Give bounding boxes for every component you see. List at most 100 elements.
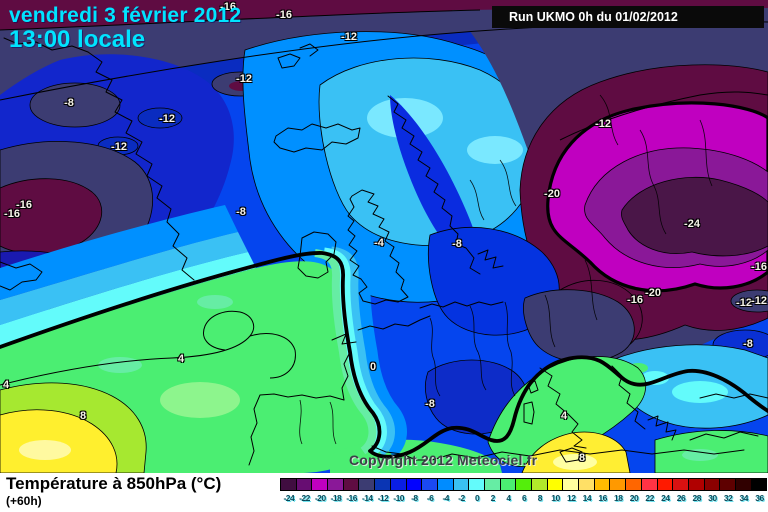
scale-column: 26 xyxy=(672,478,689,503)
scale-column: 14 xyxy=(578,478,595,503)
scale-color-swatch xyxy=(625,478,642,491)
greenland-north-coast xyxy=(3,37,89,53)
isotherm-label: -4 xyxy=(374,237,384,249)
north-continental-coast xyxy=(419,301,504,309)
footer-bar: Température à 850hPa (°C) (+60h) -24 -22… xyxy=(0,473,768,512)
scale-column: -12 xyxy=(374,478,391,503)
isotherm-label: -16 xyxy=(16,199,32,211)
scale-color-swatch xyxy=(672,478,689,491)
scale-color-swatch xyxy=(734,478,752,491)
scale-column: 24 xyxy=(656,478,674,503)
scale-value: 0 xyxy=(474,493,480,503)
scale-column: 0 xyxy=(468,478,485,503)
scale-color-swatch xyxy=(295,478,313,491)
isotherm-label: -12 xyxy=(595,118,611,130)
region-green-teal-patch2 xyxy=(98,357,142,373)
region-green-teal-patch1 xyxy=(197,295,233,309)
forecast-lead-time: (+60h) xyxy=(6,494,42,508)
britain-coastline xyxy=(347,189,409,305)
scale-color-swatch xyxy=(405,478,423,491)
region-central-europe-slate xyxy=(523,289,635,363)
greece-coastline xyxy=(647,415,677,441)
iberia-coastline xyxy=(248,393,345,466)
scale-color-swatch xyxy=(358,478,376,491)
region-green-light-patch xyxy=(160,382,240,418)
scale-color-swatch xyxy=(452,478,470,491)
blacksea-coastline xyxy=(699,393,768,399)
map-title: Température à 850hPa (°C) xyxy=(6,474,222,493)
isotherm-label: -16 xyxy=(220,1,236,13)
time-text: 13:00 locale xyxy=(9,26,146,54)
turkey-coastline xyxy=(689,431,759,441)
isotherm-label: -12 xyxy=(341,31,357,43)
scale-color-swatch xyxy=(562,478,580,491)
scale-value: -22 xyxy=(299,493,310,503)
region-turkey-teal-patch xyxy=(682,449,718,461)
scale-column: 28 xyxy=(687,478,705,503)
scale-column: -6 xyxy=(421,478,438,503)
weather-map xyxy=(0,0,768,473)
isotherm-label: -20 xyxy=(544,188,560,200)
isotherm-label: -12 xyxy=(736,297,752,309)
isotherm-label: -16 xyxy=(276,9,292,21)
scale-color-swatch xyxy=(531,478,548,491)
temperature-color-scale: -24 -22 -20 -18 xyxy=(280,478,768,503)
channel-coast xyxy=(357,315,431,331)
scale-column: 22 xyxy=(640,478,658,503)
isotherm-label: -16 xyxy=(627,294,643,306)
scale-color-swatch xyxy=(515,478,532,491)
scale-color-swatch xyxy=(483,478,501,491)
scale-value: 34 xyxy=(739,493,749,503)
scale-column: -22 xyxy=(295,478,313,503)
region-italy-pale-yellow xyxy=(553,454,597,470)
scale-color-swatch xyxy=(311,478,329,491)
isotherm-minus12-norway xyxy=(559,91,768,141)
scale-value: 30 xyxy=(708,493,717,503)
scale-column: 4 xyxy=(499,478,517,503)
scale-value: 28 xyxy=(692,493,701,503)
isotherm-label: -8 xyxy=(452,238,462,250)
band-france-minus4 xyxy=(339,244,407,458)
scale-value: 6 xyxy=(522,493,527,503)
scale-value: 36 xyxy=(755,493,764,503)
isotherm-label: -24 xyxy=(684,218,700,230)
scale-color-swatch xyxy=(327,478,344,491)
region-balkans-cyan-patch2 xyxy=(641,371,669,385)
region-atlantic-zero-patch2 xyxy=(467,136,523,164)
scale-color-swatch xyxy=(342,478,360,491)
scale-color-swatch xyxy=(640,478,658,491)
region-band-minus2 xyxy=(0,232,248,325)
svalbard-coastline xyxy=(277,43,319,69)
scale-color-swatch xyxy=(546,478,564,491)
isotherm-label: 8 xyxy=(79,410,87,422)
scale-value: 20 xyxy=(629,493,639,503)
scale-value: -10 xyxy=(393,493,405,503)
scale-color-swatch xyxy=(656,478,674,491)
scale-value: -14 xyxy=(361,493,373,503)
scale-color-swatch xyxy=(374,478,391,491)
scale-value: 16 xyxy=(598,493,607,503)
scale-column: 30 xyxy=(703,478,721,503)
map-canvas: -16 -16 -12 -12 -8 -12 -12 -12 -20 -24 -16 -16 -8 -4-… xyxy=(0,0,768,473)
isotherm-label: -12 xyxy=(111,141,127,153)
isotherm-label: -8 xyxy=(64,97,74,109)
region-band-minus4 xyxy=(0,205,238,300)
region-yellow-pale-patch xyxy=(19,440,71,460)
scale-column: -2 xyxy=(452,478,470,503)
date-block: vendredi 3 février 2012 13:00 locale xyxy=(9,4,241,54)
isotherm-minus16-top xyxy=(0,9,481,31)
scale-column: 10 xyxy=(546,478,564,503)
scale-value: -4 xyxy=(442,493,449,503)
scale-column: -10 xyxy=(389,478,407,503)
region-east-slate-blob xyxy=(730,289,768,313)
region-coldpool-minus24-core xyxy=(621,177,768,257)
scale-color-swatch xyxy=(421,478,438,491)
scale-value: -24 xyxy=(283,493,295,503)
scale-color-swatch xyxy=(609,478,627,491)
biscay-coast xyxy=(341,351,351,401)
scale-column: -4 xyxy=(436,478,454,503)
greenland-coastline xyxy=(87,51,195,281)
copyright-text: Copyright 2012 Meteociel.fr xyxy=(349,452,538,468)
isotherm-plus4-loop xyxy=(249,333,296,379)
newfoundland-coastline xyxy=(0,261,43,291)
